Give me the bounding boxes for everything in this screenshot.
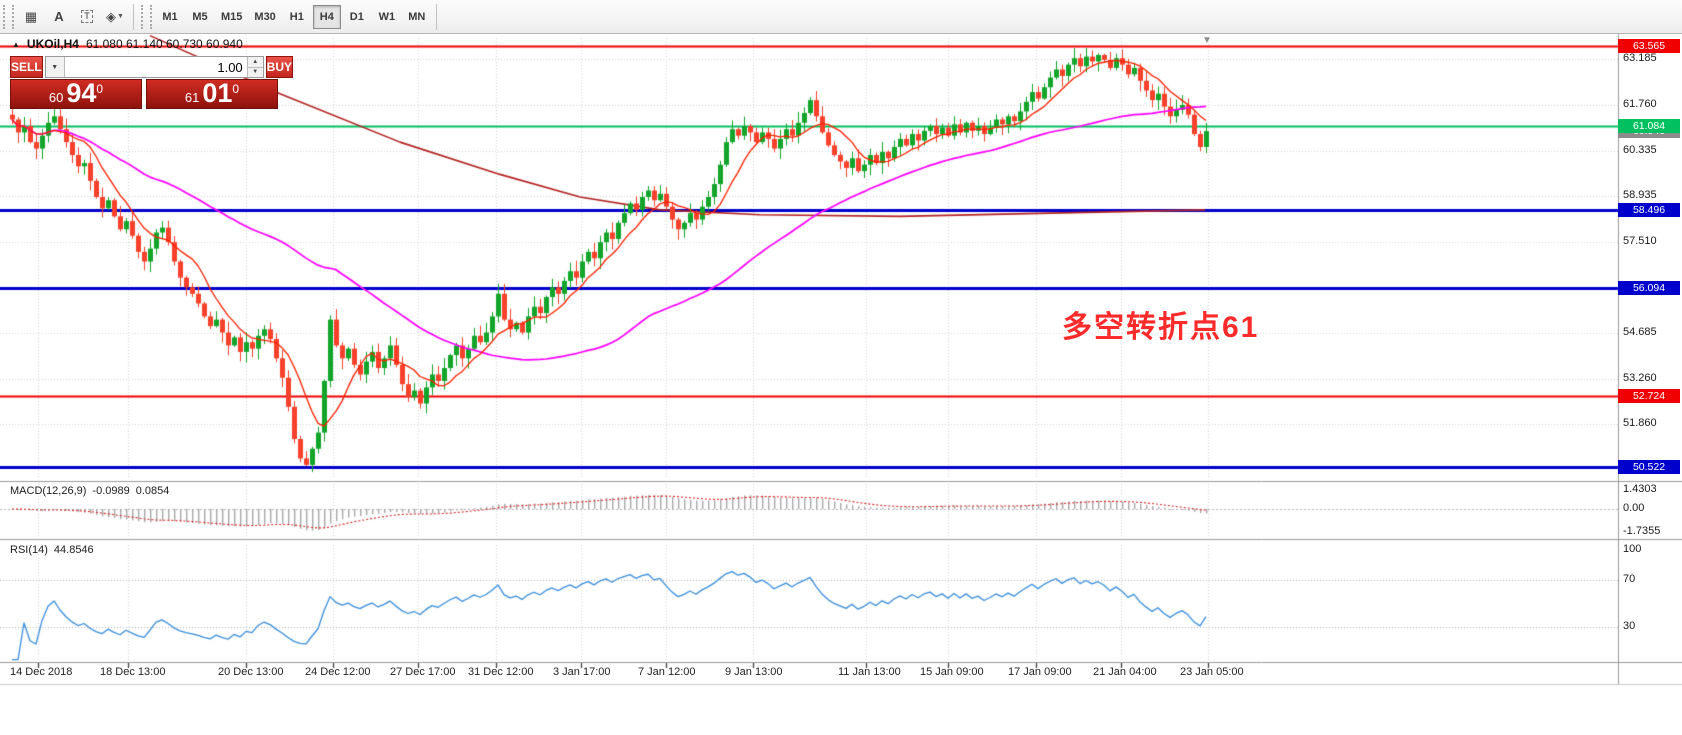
one-click-trading-panel: SELL ▼ ▲ ▼ BUY 60 94 0 61 01 0 [10,56,294,109]
volume-input[interactable] [64,57,247,77]
macd-signal-value: 0.0854 [135,485,170,497]
rsi-value: 44.8546 [53,544,94,556]
chart-ohlc-header: ▲ UKOil,H4 61.080 61.140 60.730 60.940 [12,37,243,51]
timeframe-button-m5[interactable]: M5 [186,5,214,29]
volume-spinner: ▲ ▼ [246,57,263,77]
price-line-label: 50.522 [1618,460,1680,475]
ask-price-sup: 0 [232,82,240,96]
sell-price-display[interactable]: 60 94 0 [10,79,142,109]
volume-increase-button[interactable]: ▲ [247,57,263,68]
shapes-icon: ◈ [106,8,117,24]
ask-price-small: 61 [184,90,200,105]
timeframe-button-m15[interactable]: M15 [216,5,247,29]
time-tick-label: 27 Dec 17:00 [390,666,456,678]
time-axis[interactable]: 14 Dec 2018 18 Dec 13:00 20 Dec 13:00 24 De… [0,663,1618,685]
time-tick-label: 17 Jan 09:00 [1008,666,1072,678]
toolbar-drag-handle[interactable] [3,4,14,29]
timeframe-button-h1[interactable]: H1 [283,5,311,29]
price-tick-label: 51.860 [1623,417,1657,430]
macd-header: MACD(12,26,9) -0.0989 0.0854 [10,485,169,497]
symbol-period-label: UKOil,H4 [26,37,79,51]
bid-price-small: 60 [48,90,64,105]
timeframe-button-mn[interactable]: MN [403,5,431,29]
price-tick-label: 60.335 [1623,143,1657,156]
price-line-label: 61.084 [1618,119,1680,134]
ohlc-values: 61.080 61.140 60.730 60.940 [85,37,243,51]
rsi-header: RSI(14) 44.8546 [10,544,94,556]
macd-axis: 1.4303 0.00 -1.7355 [1618,0,1682,735]
rsi-label: RSI(14) [10,544,48,556]
buy-price-display[interactable]: 61 01 0 [146,79,278,109]
rsi-scale-label: 70 [1623,573,1636,586]
bid-price-big: 94 [66,78,97,109]
time-tick-label: 15 Jan 09:00 [920,666,984,678]
sell-button[interactable]: SELL [10,56,43,78]
time-tick-label: 21 Jan 04:00 [1093,666,1157,678]
bid-price-sup: 0 [96,82,104,96]
rsi-scale-label: 30 [1623,619,1636,632]
grid-icon: ▦ [24,8,38,24]
timeframe-button-m30[interactable]: M30 [249,5,280,29]
tick-grid-tool-button[interactable]: ▦ [18,4,44,30]
rsi-axis: 100 70 30 [1618,0,1682,735]
toolbar-separator [133,3,134,30]
buy-button[interactable]: BUY [265,56,294,78]
chevron-down-icon: ▼ [51,63,59,71]
price-tick-label: 54.685 [1623,326,1657,339]
volume-control: ▼ ▲ ▼ [44,56,264,78]
price-line-label: 63.565 [1618,39,1680,54]
timeframe-button-h4[interactable]: H4 [312,4,341,29]
volume-dropdown-button[interactable]: ▼ [45,57,65,77]
price-tick-label: 61.760 [1623,97,1657,110]
timeframe-button-d1[interactable]: D1 [343,5,371,29]
time-tick-label: 7 Jan 12:00 [638,666,696,678]
chevron-down-icon: ▼ [117,13,124,20]
label-tool-button[interactable]: T [74,4,100,30]
time-tick-label: 31 Dec 12:00 [468,666,534,678]
chart-shift-marker-icon[interactable]: ▼ [1202,35,1212,46]
price-tick-label: 63.185 [1623,51,1657,64]
macd-label: MACD(12,26,9) [10,485,87,497]
time-tick-label: 9 Jan 13:00 [725,666,783,678]
timeframe-group: M1 M5 M15 M30 H1 H4 D1 W1 MN [155,4,432,29]
macd-main-value: -0.0989 [92,485,130,497]
price-tick-label: 57.510 [1623,234,1657,247]
macd-scale-label: -1.7355 [1623,525,1661,538]
chart-annotation: 多空转折点61 [1062,311,1260,344]
price-line-label: 52.724 [1618,389,1680,404]
time-tick-label: 11 Jan 13:00 [838,666,901,678]
time-tick-label: 24 Dec 12:00 [305,666,371,678]
toolbar-drag-handle[interactable] [141,4,152,29]
time-tick-label: 20 Dec 13:00 [218,666,284,678]
one-click-collapse-arrow[interactable]: ▲ [12,39,20,49]
time-tick-label: 18 Dec 13:00 [100,666,166,678]
macd-scale-label: 0.00 [1623,502,1645,514]
text-tool-button[interactable]: A [46,4,72,30]
price-line-label: 58.496 [1618,203,1680,218]
ask-price-big: 01 [202,78,233,109]
price-tick-label: 58.935 [1623,188,1657,201]
text-a-icon: A [54,9,64,24]
time-tick-label: 14 Dec 2018 [10,666,73,678]
timeframe-button-w1[interactable]: W1 [373,5,401,29]
time-tick-label: 3 Jan 17:00 [553,666,611,678]
toolbar: ▦ A T ◈ ▼ M1 M5 M15 M30 H1 H4 D1 W1 MN [0,0,1682,34]
macd-scale-label: 1.4303 [1623,482,1657,495]
toolbar-separator [435,3,437,30]
time-tick-label: 23 Jan 05:00 [1180,666,1244,678]
label-t-icon: T [81,10,93,23]
timeframe-button-m1[interactable]: M1 [156,5,184,29]
shapes-tool-button[interactable]: ◈ ▼ [102,4,128,30]
price-axis[interactable]: 63.185 61.760 60.335 58.935 57.510 54.685 53.2… [1618,34,1682,664]
price-line-label: 56.094 [1618,280,1680,295]
price-tick-label: 53.260 [1623,372,1657,384]
rsi-scale-label: 100 [1623,543,1642,555]
volume-decrease-button[interactable]: ▼ [247,67,263,77]
